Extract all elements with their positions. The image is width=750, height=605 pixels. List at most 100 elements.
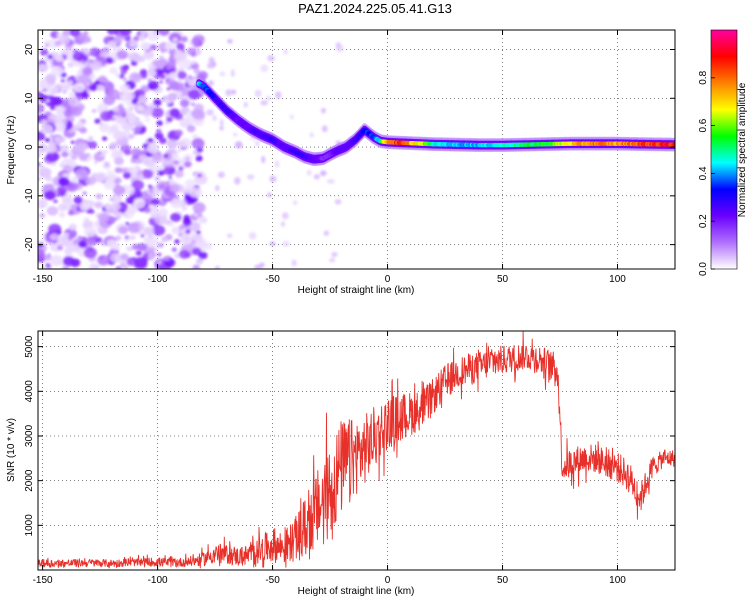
colorbar-tick-label: 0.8	[698, 70, 709, 84]
noise-blob	[267, 54, 275, 62]
noise-blob	[114, 73, 121, 78]
noise-blob	[73, 82, 85, 93]
noise-blob	[57, 245, 64, 251]
noise-blob	[81, 47, 86, 52]
snr-x-tick-label: -100	[148, 575, 168, 586]
noise-blob	[206, 109, 214, 116]
noise-blob	[174, 160, 180, 165]
noise-blob	[131, 99, 138, 105]
noise-blob	[168, 71, 178, 80]
snr-y-label: SNR (10 * v/v)	[6, 418, 17, 482]
noise-blob	[84, 48, 91, 54]
noise-blob	[225, 89, 233, 97]
noise-blob	[40, 48, 49, 56]
noise-blob	[112, 106, 119, 112]
noise-blob	[94, 172, 107, 182]
noise-blob	[50, 30, 60, 39]
noise-blob	[79, 202, 90, 211]
noise-blob	[336, 44, 344, 53]
noise-blob	[62, 90, 67, 94]
noise-blob	[178, 249, 190, 259]
colorbar-tick-label: 0.0	[698, 262, 709, 276]
noise-blob	[49, 133, 56, 139]
noise-blob	[88, 262, 99, 269]
noise-blob	[107, 88, 120, 100]
noise-blob	[129, 133, 135, 139]
noise-blob	[40, 142, 46, 147]
noise-blob	[61, 151, 69, 158]
noise-blob	[174, 239, 181, 244]
noise-blob	[56, 33, 61, 37]
noise-blob	[70, 243, 81, 253]
noise-blob	[168, 221, 175, 227]
noise-blob	[109, 141, 119, 150]
noise-blob	[95, 193, 103, 200]
noise-blob	[86, 153, 90, 157]
noise-blob	[103, 161, 110, 167]
noise-blob	[231, 89, 237, 95]
noise-blob	[219, 71, 226, 77]
noise-blob	[173, 50, 187, 62]
noise-blob	[114, 167, 122, 174]
noise-blob	[275, 91, 282, 99]
noise-blob	[50, 162, 56, 167]
noise-blob	[112, 130, 125, 141]
noise-blob	[269, 175, 277, 183]
noise-blob	[306, 169, 312, 176]
noise-blob	[291, 259, 297, 267]
noise-blob	[248, 232, 257, 240]
noise-blob	[38, 248, 46, 260]
noise-blob	[181, 205, 188, 211]
noise-blob	[313, 174, 320, 180]
snr-y-tick-label: 3000	[24, 424, 35, 447]
noise-blob	[87, 140, 98, 149]
noise-blob	[76, 141, 89, 152]
noise-blob	[127, 222, 141, 234]
noise-blob	[76, 183, 81, 188]
noise-blob	[193, 68, 201, 75]
noise-blob	[321, 125, 328, 133]
noise-blob	[178, 166, 184, 171]
noise-blob	[84, 226, 97, 237]
colorbar: 0.0 0.2 0.4 0.6 0.8 Normalized spectral ampl…	[698, 29, 748, 276]
noise-blob	[189, 60, 195, 66]
noise-blob	[212, 115, 217, 122]
noise-blob	[77, 74, 90, 85]
noise-blob	[68, 91, 76, 98]
noise-blob	[58, 212, 66, 218]
noise-blob	[206, 242, 213, 250]
snr-y-axis: 1000 2000 3000 4000 5000	[24, 335, 675, 536]
noise-blob	[91, 108, 97, 113]
noise-blob	[45, 73, 57, 83]
noise-blob	[124, 235, 130, 240]
noise-blob	[261, 155, 266, 164]
noise-blob	[64, 247, 73, 255]
noise-blob	[267, 192, 272, 198]
noise-blob	[38, 198, 48, 209]
noise-blob	[152, 188, 158, 193]
noise-blob	[94, 118, 101, 124]
noise-blob	[58, 176, 70, 187]
noise-blob	[109, 67, 118, 74]
noise-blob	[143, 207, 151, 214]
noise-blob	[233, 132, 238, 137]
noise-blob	[326, 178, 335, 184]
colorbar-tick-label: 0.2	[698, 214, 709, 228]
noise-blob	[115, 235, 122, 241]
noise-blob	[85, 176, 96, 186]
noise-blob	[70, 140, 75, 145]
noise-blob	[168, 176, 173, 180]
colorbar-bar	[711, 30, 737, 269]
noise-blob	[130, 157, 137, 164]
noise-blob	[40, 63, 45, 68]
noise-blob	[89, 209, 95, 214]
snr-y-tick-label: 5000	[24, 335, 35, 358]
noise-blob	[112, 150, 122, 158]
spectrogram-x-tick-label: -100	[148, 274, 168, 285]
noise-blob	[45, 143, 57, 154]
noise-blob	[260, 64, 269, 73]
noise-blob	[152, 224, 166, 236]
noise-blob	[243, 101, 248, 108]
snr-panel: -150 -100 -50 0 50 100 1000 2000 3000 4000 5000 H…	[6, 330, 676, 597]
